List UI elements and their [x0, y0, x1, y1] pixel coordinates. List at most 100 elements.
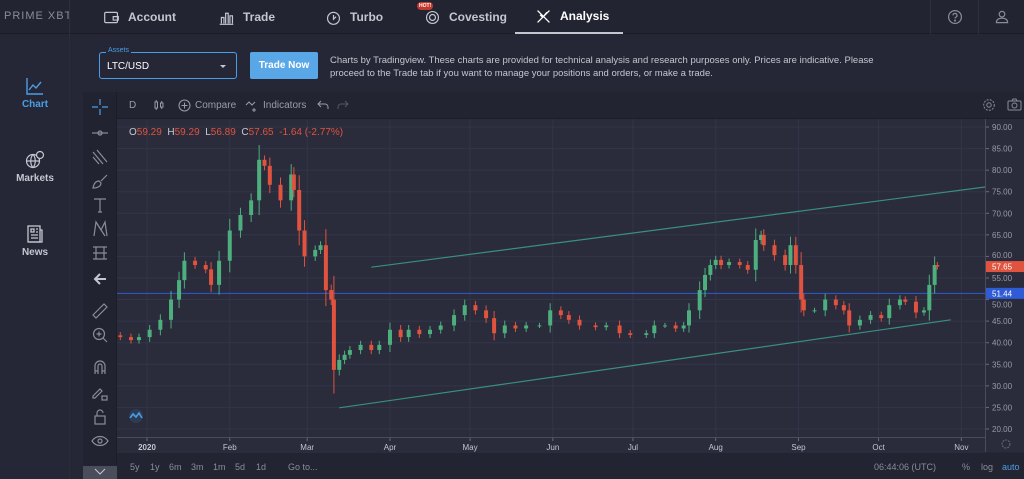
assets-value: LTC/USD: [107, 61, 150, 72]
ruler-icon[interactable]: [91, 302, 109, 320]
candle-body: [318, 245, 323, 250]
candle-body: [577, 319, 582, 326]
trade-now-button[interactable]: Trade Now: [250, 52, 318, 79]
candle-body: [513, 325, 518, 329]
help-button[interactable]: [930, 0, 978, 34]
candle-body: [801, 299, 806, 311]
candle-body: [628, 333, 633, 335]
undo-icon[interactable]: [317, 100, 329, 110]
candle-body: [377, 344, 382, 351]
sidebar-item-markets[interactable]: Markets: [0, 150, 70, 184]
settings-gear-icon[interactable]: [982, 98, 996, 112]
scale-settings-icon: [1001, 439, 1011, 449]
indicators-button[interactable]: Indicators: [263, 100, 307, 111]
nav-turbo[interactable]: Turbo: [325, 0, 383, 34]
range-5y[interactable]: 5y: [130, 462, 140, 472]
candle-body: [209, 269, 214, 285]
candle-body: [783, 255, 788, 266]
wallet-icon: [104, 11, 119, 23]
magnet-icon[interactable]: [91, 358, 109, 376]
unlock-icon[interactable]: [91, 408, 109, 426]
range-5d[interactable]: 5d: [235, 462, 246, 472]
candle-body: [278, 184, 283, 201]
chevron-down-icon: [220, 65, 226, 68]
crosshair-icon[interactable]: [91, 98, 109, 116]
change-value: -1.64 (-2.77%): [279, 127, 344, 138]
candle-body: [719, 259, 724, 266]
arrow-left-icon[interactable]: [91, 270, 109, 288]
range-3m[interactable]: 3m: [191, 462, 204, 472]
candle-body: [662, 325, 667, 327]
line-chart-icon: [26, 78, 43, 95]
interval-button[interactable]: D: [129, 100, 137, 111]
prediction-tool-icon[interactable]: [91, 244, 109, 262]
pitchfork-tool-icon[interactable]: [91, 148, 109, 166]
nav-account[interactable]: Account: [103, 0, 176, 34]
candle-body: [879, 315, 884, 319]
ohlc-legend: O59.29 H59.29 L56.89 C57.65 -1.64 (-2.77…: [129, 127, 344, 138]
chart-pane[interactable]: O59.29 H59.29 L56.89 C57.65 -1.64 (-2.77…: [117, 119, 985, 437]
range-1y[interactable]: 1y: [150, 462, 160, 472]
candle-body: [473, 305, 478, 311]
log-toggle[interactable]: log: [981, 462, 994, 472]
candle-body: [604, 325, 609, 328]
text-tool-icon[interactable]: [91, 196, 109, 214]
range-1d[interactable]: 1d: [256, 462, 267, 472]
brush-tool-icon[interactable]: [91, 172, 109, 190]
range-1m[interactable]: 1m: [213, 462, 226, 472]
nav-trade[interactable]: Trade: [218, 0, 275, 34]
chevron-down-icon: [94, 468, 106, 475]
sidebar-item-news[interactable]: News: [0, 224, 70, 258]
compare-button[interactable]: Compare: [195, 100, 237, 111]
goto-button[interactable]: Go to...: [288, 462, 318, 472]
brand-logo[interactable]: PRIME XBT: [0, 0, 70, 34]
candle-body: [428, 329, 433, 335]
zoom-in-icon[interactable]: [91, 326, 109, 344]
price-tick-label: 65.00: [992, 231, 1013, 240]
candle-body: [452, 315, 457, 326]
candles-icon[interactable]: [153, 99, 165, 111]
trendline: [371, 186, 985, 268]
candlestick-chart[interactable]: [117, 119, 985, 437]
user-button[interactable]: [978, 0, 1024, 34]
assets-select[interactable]: Assets LTC/USD: [99, 47, 237, 79]
candle-body: [524, 325, 529, 329]
last-price-label: 57.65: [992, 263, 1013, 272]
indicators-icon: [245, 101, 256, 112]
drawing-toolbar: [83, 92, 117, 479]
lock-drawings-icon[interactable]: [91, 384, 109, 402]
candle-body: [136, 337, 141, 341]
candle-body: [347, 350, 352, 355]
price-tick-label: 50.00: [992, 300, 1013, 309]
candle-body: [537, 325, 542, 327]
candle-body: [387, 329, 392, 345]
candle-body: [793, 245, 798, 266]
candle-body: [644, 333, 649, 335]
candle-body: [681, 325, 686, 329]
candle-body: [617, 325, 622, 334]
price-scale[interactable]: 90.00 85.00 80.00 75.00 70.00 65.00 60.00 55.00…: [985, 119, 1024, 452]
disclaimer-text: Charts by Tradingview. These charts are …: [330, 55, 874, 79]
range-6m[interactable]: 6m: [169, 462, 182, 472]
percent-toggle[interactable]: %: [962, 462, 971, 472]
toolbar-collapse-button[interactable]: [83, 466, 117, 479]
nav-analysis[interactable]: Analysis: [515, 0, 623, 34]
candle-body: [297, 189, 302, 231]
price-tick-label: 40.00: [992, 339, 1013, 348]
auto-toggle[interactable]: auto: [1002, 462, 1020, 472]
tradingview-logo-icon[interactable]: [127, 409, 145, 423]
redo-icon[interactable]: [337, 100, 349, 110]
candle-body: [921, 310, 926, 313]
candle-body: [182, 260, 187, 281]
nav-covesting[interactable]: HOT! Covesting: [417, 2, 508, 24]
sidebar-item-chart[interactable]: Chart: [0, 76, 70, 110]
candle-body: [203, 265, 208, 270]
candle-body: [158, 319, 163, 330]
camera-icon[interactable]: [1007, 98, 1022, 111]
pattern-tool-icon[interactable]: [91, 220, 109, 238]
question-circle-icon: [947, 10, 962, 24]
time-scale[interactable]: 2020 Feb Mar Apr May Jun Jul Aug Sep Oct Nov: [117, 437, 985, 453]
time-tick-label: Jul: [628, 443, 638, 452]
horizontal-line-tool-icon[interactable]: [91, 124, 109, 142]
eye-icon[interactable]: [91, 432, 109, 450]
